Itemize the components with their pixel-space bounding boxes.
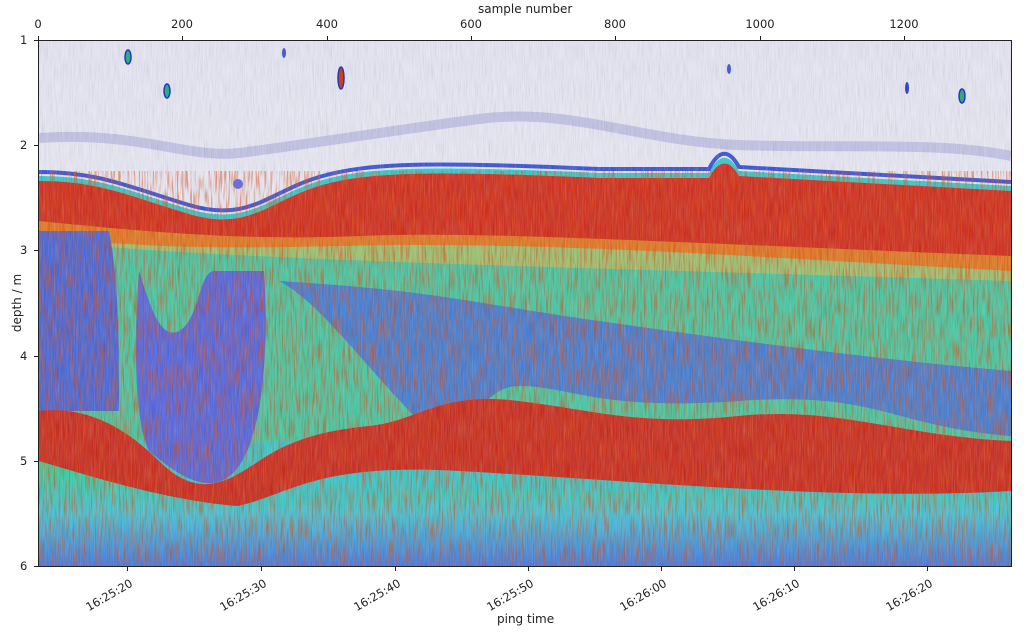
top-tick-1200 [904,36,905,40]
top-tick-label: 600 [460,17,482,31]
y-tick-label: 3 [20,243,28,257]
y-axis-title: depth / m [10,273,25,333]
y-tick-6 [34,566,38,567]
top-tick-1000 [760,36,761,40]
top-axis-title: sample number [478,2,573,16]
y-tick-label: 1 [20,33,28,47]
bottom-tick-label: 16:26:00 [617,576,669,614]
top-tick-200 [182,36,183,40]
y-tick-5 [34,461,38,462]
top-tick-600 [471,36,472,40]
top-tick-0 [38,36,39,40]
y-tick-label: 6 [20,559,28,573]
top-tick-label: 800 [604,17,626,31]
bottom-tick [661,567,662,571]
y-tick-label: 5 [20,454,28,468]
bottom-tick [528,567,529,571]
top-tick-400 [327,36,328,40]
bottom-tick [127,567,128,571]
x-axis-title: ping time [497,612,555,626]
bottom-tick [395,567,396,571]
bottom-tick [927,567,928,571]
top-tick-label: 400 [316,17,338,31]
y-tick-label: 2 [20,138,28,152]
bottom-tick-label: 16:25:50 [484,576,536,614]
bottom-tick-label: 16:25:20 [83,576,135,614]
top-tick-label: 0 [34,17,42,31]
bottom-tick-label: 16:26:20 [883,576,935,614]
top-tick-label: 1000 [745,17,775,31]
y-tick-4 [34,356,38,357]
y-tick-2 [34,145,38,146]
bottom-tick [261,567,262,571]
y-tick-3 [34,250,38,251]
bottom-tick [794,567,795,571]
top-tick-label: 1200 [889,17,919,31]
bottom-tick-label: 16:25:40 [351,576,403,614]
y-tick-1 [34,40,38,41]
bottom-tick-label: 16:25:30 [217,576,269,614]
y-tick-label: 4 [20,349,28,363]
top-tick-label: 200 [171,17,193,31]
bottom-tick-label: 16:26:10 [750,576,802,614]
top-tick-800 [615,36,616,40]
echogram-image [39,41,1011,566]
echogram-plot [38,40,1012,567]
